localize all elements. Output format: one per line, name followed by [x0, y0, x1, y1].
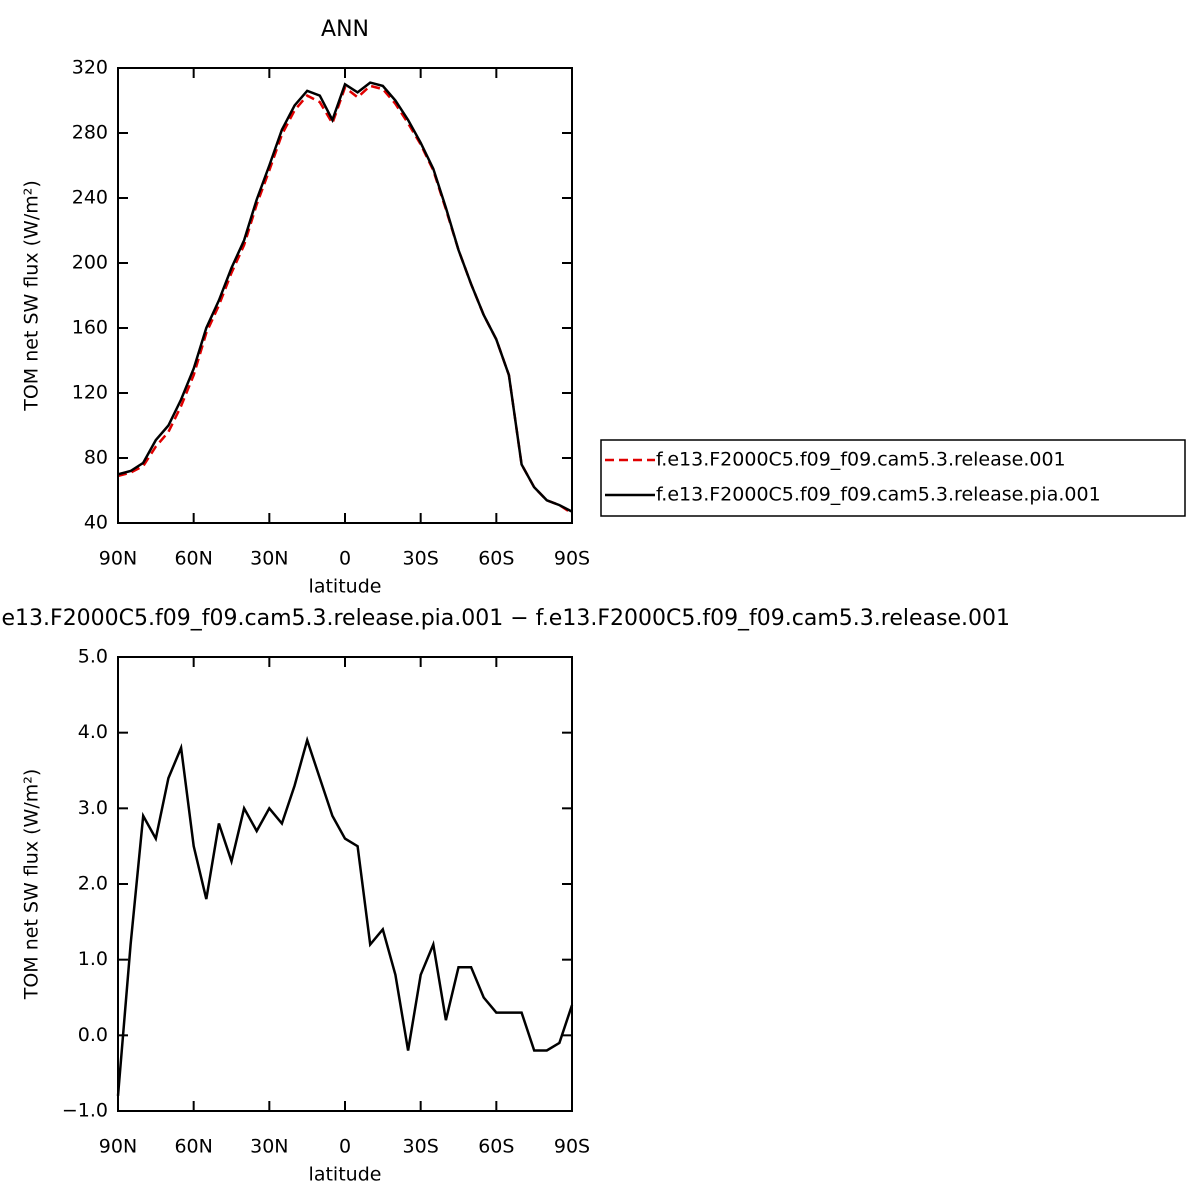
legend-box — [600, 439, 1186, 517]
x-tick-label: 90S — [554, 1136, 590, 1158]
x-axis-label: latitude — [309, 576, 382, 598]
plot-frame — [117, 656, 573, 1112]
y-tick-label: 0.0 — [78, 1024, 108, 1046]
chart-title: f.e13.F2000C5.f09_f09.cam5.3.release.pia… — [0, 606, 1010, 631]
y-tick-label: 160 — [72, 317, 108, 339]
y-tick-label: 120 — [72, 382, 108, 404]
x-tick-label: 60N — [174, 548, 212, 570]
y-tick-label: 5.0 — [78, 646, 108, 668]
y-tick-label: 40 — [84, 512, 108, 534]
y-tick-label: 2.0 — [78, 873, 108, 895]
x-tick-label: 30S — [403, 1136, 439, 1158]
y-tick-label: 1.0 — [78, 948, 108, 970]
x-tick-label: 90N — [99, 1136, 137, 1158]
y-tick-label: 320 — [72, 57, 108, 79]
data-line — [117, 84, 573, 515]
x-tick-label: 90S — [554, 548, 590, 570]
y-tick-label: 3.0 — [78, 797, 108, 819]
data-line — [116, 735, 574, 1097]
y-tick-label: 200 — [72, 252, 108, 274]
x-tick-label: 60N — [174, 1136, 212, 1158]
x-tick-label: 30N — [250, 548, 288, 570]
x-tick-label: 60S — [478, 1136, 514, 1158]
y-tick-label: 80 — [84, 447, 108, 469]
data-line — [117, 81, 573, 513]
chart-title: ANN — [321, 17, 369, 42]
y-tick-label: −1.0 — [62, 1100, 108, 1122]
legend-label: f.e13.F2000C5.f09_f09.cam5.3.release.pia… — [656, 484, 1101, 506]
x-tick-label: 0 — [339, 548, 351, 570]
x-tick-label: 90N — [99, 548, 137, 570]
plot-frame — [117, 67, 573, 524]
x-tick-label: 30S — [403, 548, 439, 570]
x-tick-label: 60S — [478, 548, 514, 570]
y-tick-label: 240 — [72, 187, 108, 209]
y-tick-label: 280 — [72, 122, 108, 144]
y-tick-label: 4.0 — [78, 721, 108, 743]
x-tick-label: 0 — [339, 1136, 351, 1158]
x-tick-label: 30N — [250, 1136, 288, 1158]
y-axis-label: TOM net SW flux (W/m²) — [21, 769, 43, 1001]
x-axis-label: latitude — [309, 1164, 382, 1186]
y-axis-label: TOM net SW flux (W/m²) — [21, 180, 43, 412]
legend-label: f.e13.F2000C5.f09_f09.cam5.3.release.001 — [656, 449, 1066, 471]
